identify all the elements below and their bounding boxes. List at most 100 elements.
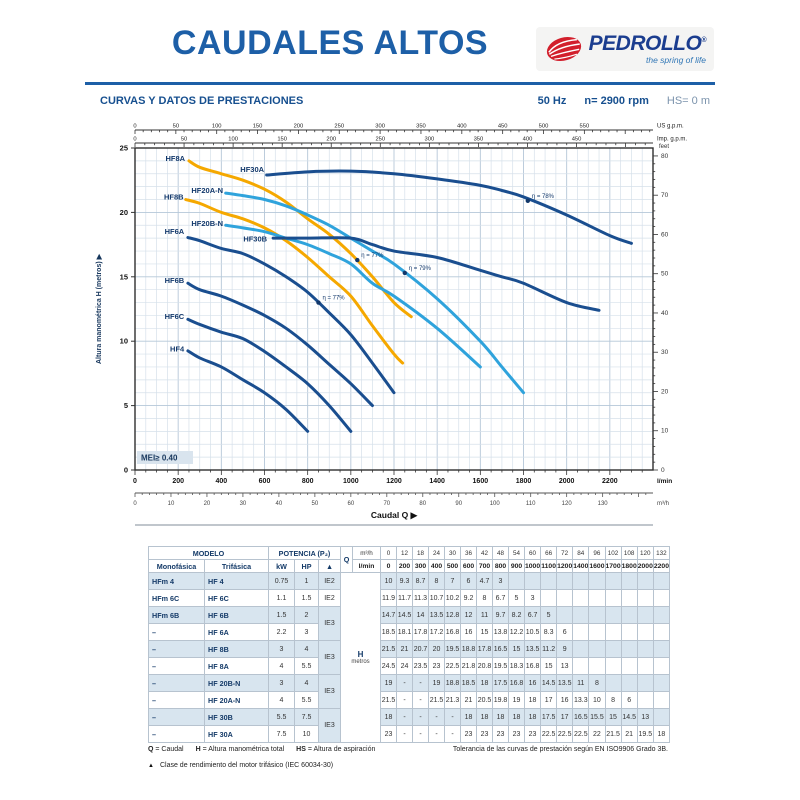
svg-text:1800: 1800: [516, 478, 532, 485]
h-value-cell: 23: [523, 725, 542, 743]
h-value-cell: 13.8: [492, 623, 509, 641]
curve-label-HF6C: HF6C: [165, 312, 185, 321]
model-tri-cell: HF 6B: [204, 606, 269, 624]
h-value-cell: 8: [604, 691, 622, 709]
svg-text:130: 130: [598, 501, 609, 507]
h-value-cell: 18.1: [396, 623, 413, 641]
brand-tagline: the spring of life: [645, 55, 706, 65]
h-value-cell: 8: [476, 589, 493, 607]
x-axis-title: Caudal Q ▶: [371, 510, 419, 520]
axis-unit-imp_gpm: Imp. g.p.m.: [657, 137, 687, 143]
h-value-cell: 18.8: [444, 674, 461, 692]
curve-label-HF8A: HF8A: [165, 154, 185, 163]
h-value-cell: 6: [460, 572, 477, 590]
axis-unit-lmin: l/min: [657, 478, 672, 485]
h-value-cell: 8: [588, 674, 606, 692]
svg-text:1200: 1200: [386, 478, 402, 485]
hp-cell: 4: [294, 640, 319, 658]
model-tri-cell: HF 20B-N: [204, 674, 269, 692]
h-value-cell: [604, 640, 622, 658]
svg-text:1400: 1400: [429, 478, 445, 485]
curve-HF30B: [271, 236, 601, 312]
h-value-cell: 15: [476, 623, 493, 641]
q-lmin-value: 2200: [652, 559, 671, 573]
table-row: HFm 6C HF 6C 1.1 1.5 IE2 11.9 11.7 11.3 10.7 10.2…: [148, 589, 671, 607]
h-value-cell: [588, 606, 606, 624]
section-title: CURVAS Y DATOS DE PRESTACIONES: [100, 95, 304, 107]
ie-class-cell: IE3: [318, 640, 341, 675]
q-lmin-value: 500: [444, 559, 461, 573]
hp-cell: 1: [294, 572, 319, 590]
page-title: CAUDALES ALTOS: [171, 24, 489, 62]
q-m3h-value: 54: [508, 546, 525, 560]
svg-text:400: 400: [523, 137, 533, 143]
svg-text:50: 50: [173, 124, 179, 130]
h-value-cell: 17.8: [476, 640, 493, 658]
h-value-cell: [620, 572, 638, 590]
col-header-monofasica: Monofásica: [148, 559, 205, 573]
h-value-cell: -: [428, 708, 445, 726]
svg-text:350: 350: [416, 124, 426, 130]
col-header-modelo: MODELO: [148, 546, 269, 560]
h-value-cell: [604, 623, 622, 641]
kw-cell: 4: [268, 657, 295, 675]
svg-text:20: 20: [120, 208, 128, 217]
efficiency-label: η = 79%: [409, 266, 432, 272]
svg-text:110: 110: [526, 501, 536, 507]
h-value-cell: 21: [620, 725, 638, 743]
grid: [134, 147, 654, 471]
svg-text:20: 20: [661, 388, 669, 395]
h-value-cell: [620, 674, 638, 692]
q-lmin-value: 1000: [523, 559, 542, 573]
hp-cell: 1.5: [294, 589, 319, 607]
kw-cell: 2.2: [268, 623, 295, 641]
pedrollo-logo-icon: [546, 36, 581, 62]
col-header-class-triangle-icon: ▲: [318, 559, 341, 573]
svg-text:40: 40: [661, 310, 669, 317]
h-value-cell: [572, 606, 590, 624]
h-value-cell: 16: [460, 623, 477, 641]
col-header-kw: kW: [268, 559, 295, 573]
h-value-cell: [620, 589, 638, 607]
model-mono-cell: HFm 6C: [148, 589, 205, 607]
unit-m3h: m³/h: [352, 546, 381, 560]
h-value-cell: 19.5: [492, 657, 509, 675]
h-value-cell: 16.8: [508, 674, 525, 692]
h-value-cell: [604, 657, 622, 675]
svg-text:500: 500: [539, 124, 549, 130]
axis-unit-us_gpm: US g.p.m.: [657, 124, 684, 130]
pump-curves: HF8A HF8B HF20A-N HF20B-N HF4 HF6C HF6B HF6A HF3…: [164, 154, 633, 433]
q-lmin-value: 600: [460, 559, 477, 573]
curve-label-HF20A-N: HF20A-N: [191, 186, 223, 195]
model-mono-cell: HFm 6B: [148, 606, 205, 624]
model-tri-cell: HF 20A-N: [204, 691, 269, 709]
h-value-cell: [556, 606, 574, 624]
curve-HF6C: [186, 317, 353, 433]
model-mono-cell: HFm 4: [148, 572, 205, 590]
h-value-cell: 7: [444, 572, 461, 590]
h-value-cell: 9: [556, 640, 574, 658]
h-value-cell: 8: [428, 572, 445, 590]
h-value-cell: -: [428, 725, 445, 743]
svg-text:150: 150: [277, 137, 287, 143]
curve-HF20A-N: [224, 191, 525, 395]
svg-text:70: 70: [383, 501, 390, 507]
h-value-cell: 20.5: [476, 691, 493, 709]
table-row: – HF 6A 2.2 3 18.5 18.1 17.8 17.2 16.8 16 15 13.8 12…: [148, 623, 671, 641]
h-value-cell: 21: [460, 691, 477, 709]
h-value-cell: 18: [652, 725, 671, 743]
h-value-cell: 15: [540, 657, 558, 675]
svg-text:150: 150: [253, 124, 263, 130]
h-value-cell: 17.5: [540, 708, 558, 726]
col-header-hp: HP: [294, 559, 319, 573]
h-value-cell: 17: [556, 708, 574, 726]
svg-text:600: 600: [259, 478, 271, 485]
svg-text:30: 30: [661, 349, 669, 356]
model-mono-cell: –: [148, 708, 205, 726]
kw-cell: 5.5: [268, 708, 295, 726]
svg-text:0: 0: [133, 137, 136, 143]
h-value-cell: [636, 691, 654, 709]
h-value-cell: 20.8: [476, 657, 493, 675]
svg-text:MEI≥ 0.40: MEI≥ 0.40: [141, 454, 178, 463]
h-value-cell: [604, 572, 622, 590]
